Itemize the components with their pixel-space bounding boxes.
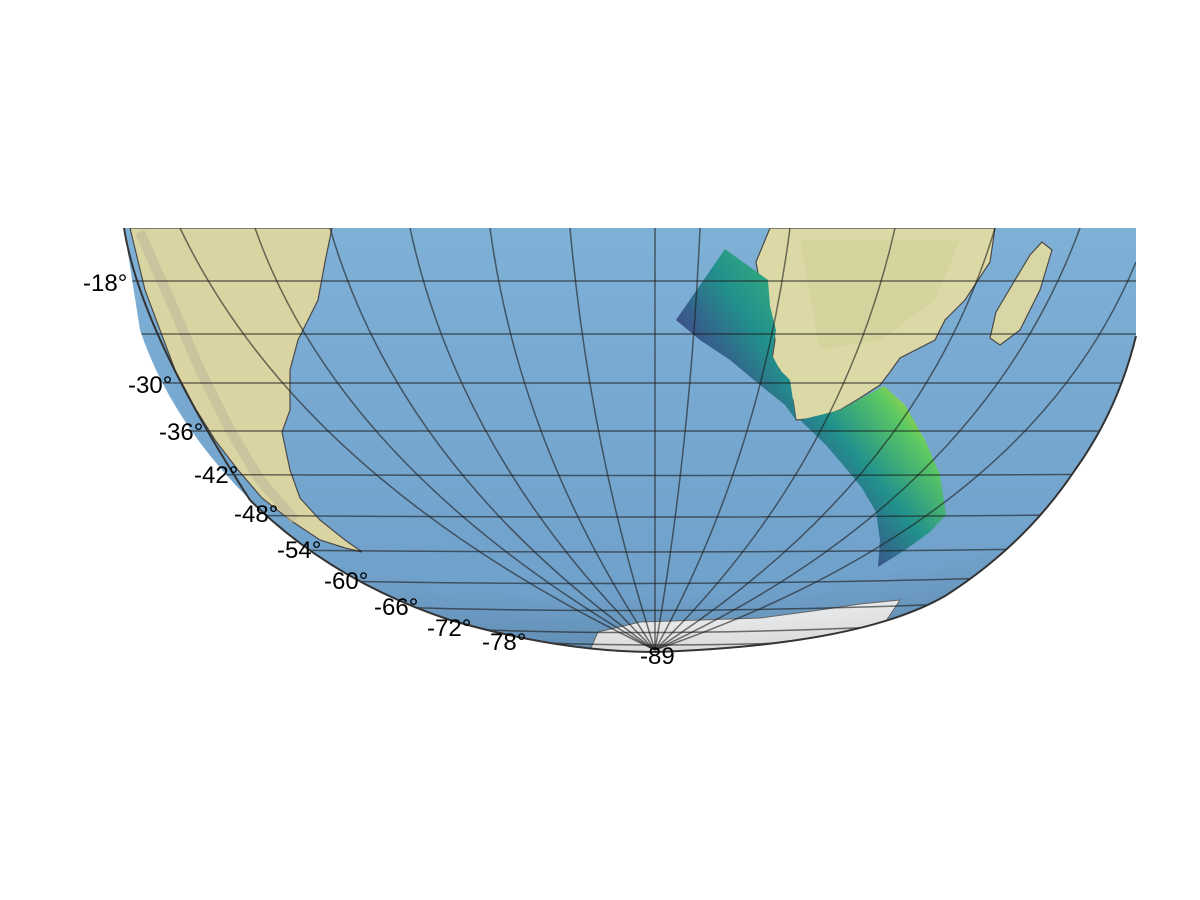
lat-label: -54° (277, 537, 321, 564)
lat-label: -18° (83, 270, 127, 297)
globe[interactable] (100, 220, 1160, 660)
lat-label: -42° (194, 462, 238, 489)
globe-outline (123, 227, 1137, 654)
latitude-labels: -18° -30° -36° -42° -48° -54° -60° -66° … (83, 270, 675, 670)
lat-label: -48° (234, 501, 278, 528)
lat-label: -89 (640, 643, 675, 670)
lat-label: -78° (482, 629, 526, 656)
lat-label: -36° (159, 419, 203, 446)
lat-label: -60° (324, 568, 368, 595)
lat-label: -30° (128, 372, 172, 399)
lat-label: -72° (427, 615, 471, 642)
limb-shading (124, 228, 1136, 652)
lat-label: -66° (374, 594, 418, 621)
